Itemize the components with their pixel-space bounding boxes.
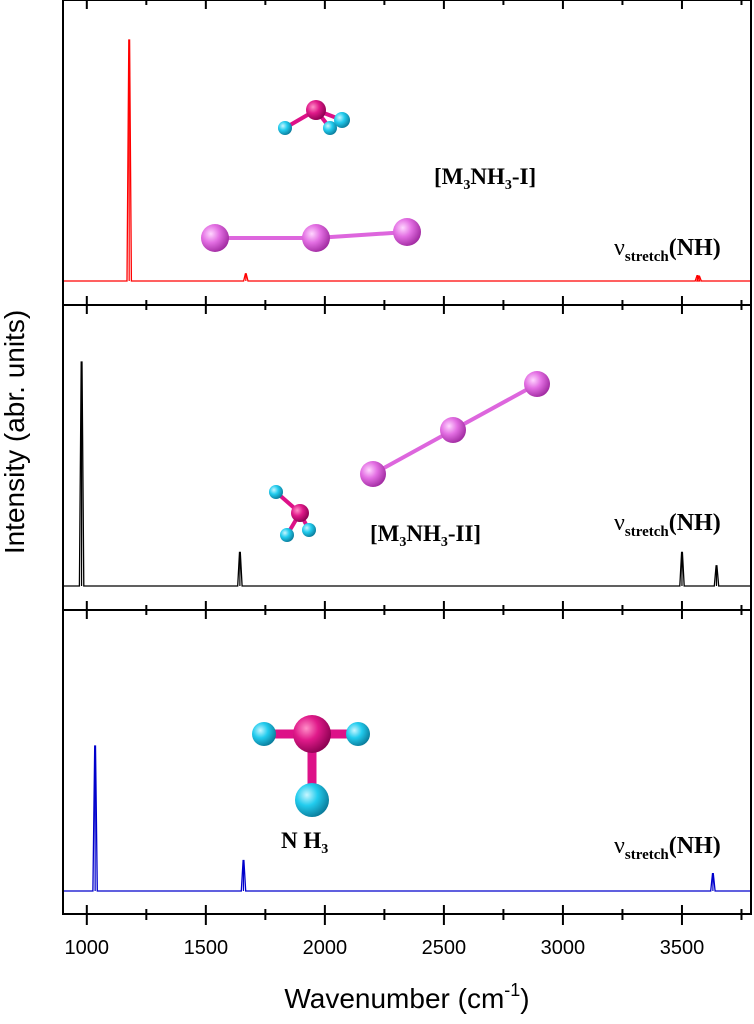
- metal-atom: [201, 224, 229, 252]
- x-axis-ticks: [85, 0, 743, 925]
- hydrogen-atom: [334, 112, 350, 128]
- x-tick-label: 2500: [422, 937, 467, 959]
- x-tick-labels: 1000 1500 2000 2500 3000 3500: [65, 937, 705, 959]
- hydrogen-atom: [278, 121, 292, 135]
- y-axis-label: Intensity (abr. units): [0, 310, 30, 554]
- hydrogen-atom: [346, 722, 370, 746]
- metal-atom: [440, 417, 466, 443]
- spectrum-line-panel-3: [64, 745, 750, 892]
- nu-symbol: ν: [614, 235, 625, 261]
- x-tick-label: 3500: [660, 937, 705, 959]
- x-tick-label: 1000: [65, 937, 110, 959]
- nu-suffix: (NH): [669, 833, 721, 859]
- hydrogen-atom: [295, 783, 329, 817]
- panel-3-frame: [62, 609, 752, 915]
- x-axis-label-sup: -1: [504, 980, 520, 1000]
- nu-subscript: stretch: [625, 249, 670, 265]
- hydrogen-atom: [269, 485, 283, 499]
- molecule-m3nh3-i: [201, 100, 421, 252]
- metal-atom: [524, 371, 550, 397]
- panel-2-label: [M3NH3-II]: [370, 521, 481, 550]
- x-tick-label: 1500: [184, 937, 229, 959]
- metal-atom: [393, 218, 421, 246]
- panel-3-label: N H3: [281, 828, 328, 857]
- nu-subscript: stretch: [625, 847, 670, 863]
- nu-subscript: stretch: [625, 524, 670, 540]
- metal-atom: [302, 224, 330, 252]
- x-tick-label: 2000: [303, 937, 348, 959]
- nitrogen-atom: [291, 504, 309, 522]
- hydrogen-atom: [252, 722, 276, 746]
- spectrum-line-panel-2: [64, 361, 750, 587]
- panel-frames: [62, 0, 752, 915]
- nitrogen-atom: [293, 715, 331, 753]
- molecule-m3nh3-ii: [269, 371, 550, 542]
- panel-1-label: [M3NH3-I]: [434, 164, 536, 193]
- metal-atom: [360, 461, 386, 487]
- nu-suffix: (NH): [669, 510, 721, 536]
- nu-symbol: ν: [614, 510, 625, 536]
- hydrogen-atom: [302, 523, 316, 537]
- nu-suffix: (NH): [669, 235, 721, 261]
- spectra-lines: [64, 39, 750, 892]
- molecule-nh3: [252, 715, 370, 817]
- nu-symbol: ν: [614, 833, 625, 859]
- x-axis-label: Wavenumber (cm-1): [284, 980, 529, 1014]
- panel-3-annotation: νstretch(NH): [614, 833, 721, 863]
- hydrogen-atom: [280, 528, 294, 542]
- hydrogen-atom: [323, 121, 337, 135]
- x-axis-label-close: ): [520, 983, 529, 1014]
- x-tick-label: 3000: [541, 937, 586, 959]
- nitrogen-atom: [306, 100, 326, 120]
- panel-2-annotation: νstretch(NH): [614, 510, 721, 540]
- x-axis-label-text: Wavenumber (cm: [284, 983, 504, 1014]
- panel-1-annotation: νstretch(NH): [614, 235, 721, 265]
